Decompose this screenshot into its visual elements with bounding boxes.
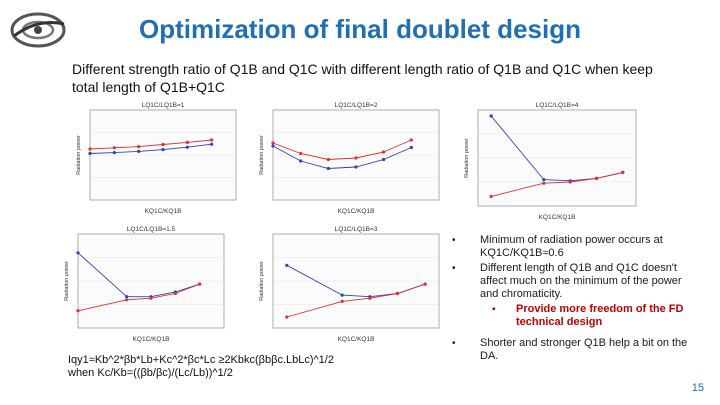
data-point — [285, 315, 289, 319]
x-axis-label: KQ1C/KQ1B — [539, 214, 576, 221]
data-point — [185, 145, 189, 149]
data-point — [382, 150, 386, 154]
data-point — [125, 295, 129, 299]
data-point — [326, 157, 330, 162]
y-axis-label: Radiation power — [259, 261, 265, 301]
data-point — [368, 296, 372, 300]
series-line — [272, 139, 412, 160]
data-point — [271, 144, 275, 148]
x-axis-label: KQ1C/KQ1B — [338, 208, 375, 215]
y-axis-label: Radiation power — [76, 135, 82, 175]
bullet-1: • Minimum of radiation power occurs at K… — [452, 234, 692, 260]
data-point — [112, 151, 116, 155]
y-axis-label: Radiation power — [64, 261, 70, 301]
data-point — [354, 156, 358, 160]
page-number: 15 — [691, 382, 704, 394]
institute-logo — [10, 12, 66, 48]
data-point — [340, 293, 344, 297]
series-line — [89, 139, 212, 150]
data-point — [542, 181, 546, 185]
bullet-2-text: Different length of Q1B and Q1C doesn't … — [480, 262, 682, 300]
data-point — [382, 157, 386, 162]
data-point — [285, 263, 289, 267]
series-line — [272, 145, 412, 169]
plot-header: LQ1C/LQ1B=4 — [536, 102, 579, 109]
plot-header: LQ1C/LQ1B=2 — [335, 102, 378, 109]
formula-line-1: Iqy1≈Kb^2*βb*Lb+Kc^2*βc*Lc ≥2Kbkc(βbβc.L… — [68, 354, 334, 366]
data-point — [149, 296, 153, 300]
data-point — [489, 194, 493, 198]
x-axis-label: KQ1C/KQ1B — [145, 208, 182, 215]
data-point — [594, 176, 599, 180]
plot-l3: LQ1C/LQ1B=3 KQ1C/KQ1B Radiation power — [259, 226, 440, 343]
data-point — [354, 165, 358, 169]
data-point — [568, 180, 572, 184]
bullet-dot-icon: • — [452, 338, 456, 349]
slide-subtitle: Different strength ratio of Q1B and Q1C … — [72, 61, 653, 95]
data-point — [112, 146, 116, 150]
bullet-dot-icon: • — [452, 263, 456, 274]
x-axis-label: KQ1C/KQ1B — [133, 336, 170, 343]
plot-l4: LQ1C/LQ1B=4 KQ1C/KQ1B Radiation power — [464, 102, 637, 221]
x-axis-label: KQ1C/KQ1B — [338, 336, 375, 343]
data-point — [161, 148, 165, 152]
y-axis-label: Radiation power — [464, 138, 470, 178]
bullet-1-text: Minimum of radiation power occurs at KQ1… — [480, 234, 663, 259]
data-point — [198, 282, 202, 286]
bullet-list: • Minimum of radiation power occurs at K… — [452, 234, 692, 365]
data-point — [173, 291, 177, 296]
data-point — [210, 138, 214, 142]
plot-header: LQ1C/LQ1B=1.5 — [127, 226, 176, 233]
bullet-2: • Different length of Q1B and Q1C doesn'… — [452, 262, 692, 301]
data-point — [76, 309, 80, 313]
data-point — [137, 145, 141, 149]
series-line — [89, 143, 212, 154]
plot-l1: LQ1C/LQ1B=1 KQ1C/KQ1B Radiation power — [76, 102, 237, 215]
data-point — [210, 142, 214, 146]
data-point — [161, 142, 165, 147]
data-point — [621, 170, 625, 174]
data-point — [409, 145, 413, 150]
y-axis-label: Radiation power — [259, 135, 265, 175]
data-point — [137, 149, 141, 153]
formula-line-2: when Kc/Kb=((βb/βc)/(Lc/Lb))^1/2 — [68, 367, 233, 379]
data-point — [489, 114, 493, 118]
plot-header: LQ1C/LQ1B=3 — [335, 226, 378, 233]
bullet-3-text: Shorter and stronger Q1B help a bit on t… — [480, 337, 688, 362]
plot-l1-5: LQ1C/LQ1B=1.5 KQ1C/KQ1B Radiation power — [64, 226, 225, 343]
bullet-3: • Shorter and stronger Q1B help a bit on… — [452, 337, 692, 363]
data-point — [299, 151, 303, 156]
data-point — [125, 298, 129, 302]
data-point — [395, 291, 400, 296]
data-point — [271, 141, 275, 145]
data-point — [423, 282, 427, 286]
bullet-square-icon: ▪ — [492, 304, 496, 315]
slide-title: Optimization of final doublet design — [139, 14, 581, 44]
data-point — [76, 251, 80, 255]
data-point — [299, 159, 303, 163]
data-point — [88, 147, 92, 151]
bullet-2-sub-text: Provide more freedom of the FD technical… — [516, 303, 684, 328]
bullet-dot-icon: • — [452, 235, 456, 246]
data-point — [326, 166, 330, 171]
bullet-2-sub: ▪ Provide more freedom of the FD technic… — [492, 303, 692, 329]
data-point — [409, 138, 413, 142]
data-point — [185, 140, 189, 144]
formula: Iqy1≈Kb^2*βb*Lb+Kc^2*βc*Lc ≥2Kbkc(βbβc.L… — [68, 354, 334, 380]
plot-l2: LQ1C/LQ1B=2 KQ1C/KQ1B Radiation power — [259, 102, 440, 215]
data-point — [542, 178, 546, 182]
plot-header: LQ1C/LQ1B=1 — [142, 102, 185, 109]
data-point — [340, 299, 344, 303]
data-point — [88, 151, 92, 156]
